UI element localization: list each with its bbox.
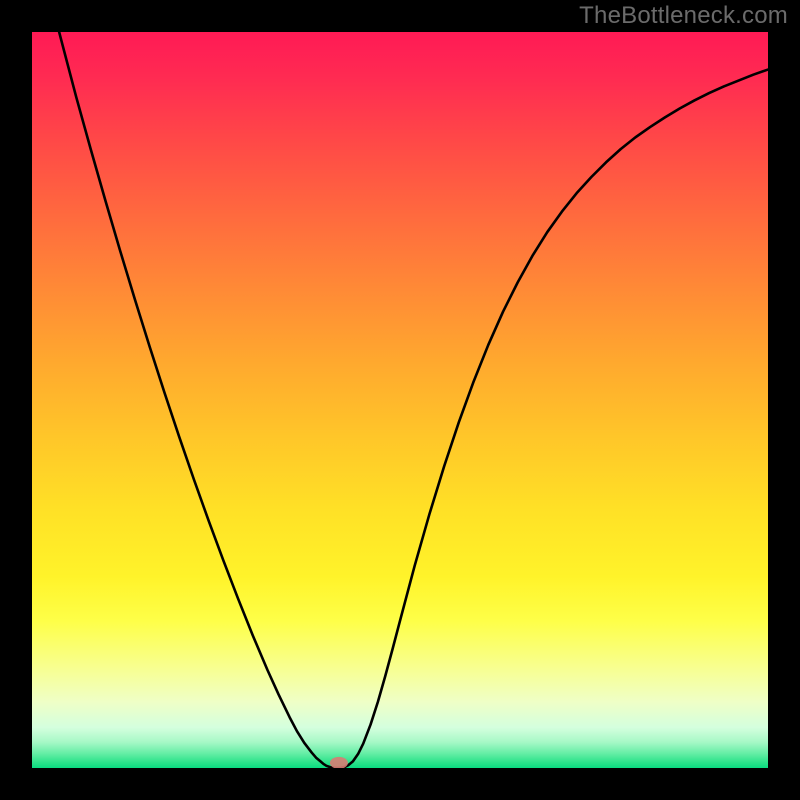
- plot-background: [32, 32, 768, 768]
- chart-container: TheBottleneck.com: [0, 0, 800, 800]
- bottleneck-chart: [0, 0, 800, 800]
- optimum-marker: [330, 757, 348, 769]
- watermark-text: TheBottleneck.com: [579, 2, 788, 30]
